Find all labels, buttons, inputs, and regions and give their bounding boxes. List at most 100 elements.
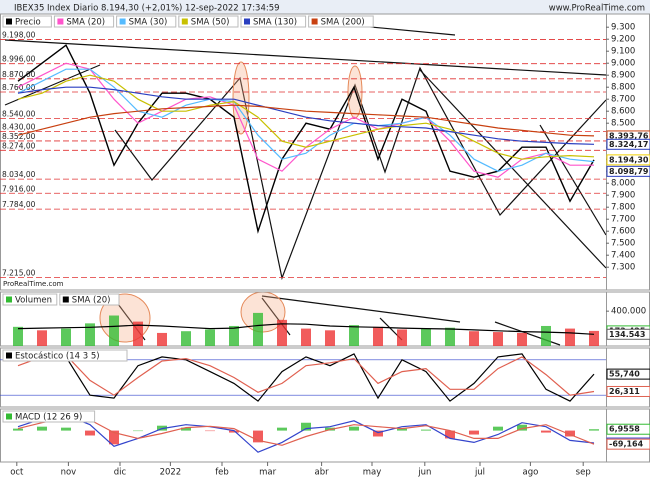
bar — [205, 329, 215, 346]
value-tag-label: 134.543 — [609, 330, 645, 339]
y-tick-label: 7.900 — [611, 191, 635, 201]
legend-swatch — [181, 18, 188, 25]
bar — [13, 326, 23, 346]
series-line — [17, 68, 595, 172]
legend-box — [178, 15, 239, 28]
bar — [373, 326, 383, 346]
series-line — [17, 354, 595, 396]
x-tick-label: mar — [259, 468, 276, 478]
bar — [13, 428, 23, 431]
x-tick-label: jul — [474, 468, 485, 478]
axis-area — [606, 408, 650, 463]
level-label: 8.540,00 — [2, 109, 36, 118]
x-tick-label: dic — [114, 468, 127, 478]
bar — [421, 328, 431, 346]
x-tick-label: jun — [417, 468, 431, 478]
y-tick-label: 7.800 — [611, 203, 635, 213]
bar — [229, 325, 239, 346]
value-tag-label: 8.324,17 — [609, 140, 648, 149]
value-tag-label: 26,311 — [609, 387, 640, 396]
y-tick-label: 9.000 — [611, 59, 635, 69]
bar — [517, 332, 527, 346]
bar — [301, 328, 311, 346]
bar — [541, 325, 551, 346]
x-tick-label: nov — [61, 468, 77, 478]
bar — [565, 430, 575, 437]
series-line — [17, 417, 595, 446]
y-tick-label: 8.700 — [611, 95, 635, 105]
legend-swatch — [62, 296, 69, 303]
bar — [517, 424, 527, 431]
bar — [133, 430, 143, 432]
legend-box — [53, 15, 115, 28]
level-label: 8.996,00 — [2, 55, 36, 64]
legend-label: SMA (130) — [253, 18, 297, 28]
legend-swatch — [57, 18, 64, 25]
y-tick-label: 9.200 — [611, 35, 635, 45]
header-bar — [0, 0, 650, 14]
legend-label: Estocástico (14 3 5) — [15, 352, 100, 362]
legend-swatch — [6, 413, 12, 420]
legend-label: SMA (20) — [72, 296, 111, 306]
bar — [421, 429, 431, 431]
y-tick-label: 7.600 — [611, 227, 635, 237]
legend-box — [2, 349, 128, 362]
level-label: 8.430,00 — [2, 123, 36, 132]
x-tick-label: may — [363, 468, 382, 478]
legend-label: SMA (50) — [191, 18, 230, 28]
y-tick-label: 8.900 — [611, 71, 635, 81]
legend-swatch — [311, 18, 318, 25]
level-label: 7.215,00 — [2, 268, 36, 277]
level-label: 8.034,00 — [2, 170, 36, 179]
y-tick-label: 400.000 — [611, 307, 646, 317]
y-tick-label: 9.100 — [611, 47, 635, 57]
bar — [157, 332, 167, 346]
legend-label: Volumen — [15, 296, 52, 306]
y-tick-label: 7.400 — [611, 251, 635, 261]
legend-label: SMA (200) — [321, 18, 365, 28]
series-line — [17, 86, 595, 145]
bar — [493, 332, 503, 346]
bar — [325, 330, 335, 346]
level-label: 8.760,00 — [2, 83, 36, 92]
value-tag — [606, 423, 650, 435]
bar — [541, 430, 551, 433]
legend-label: SMA (20) — [66, 18, 105, 28]
legend-box — [2, 15, 52, 28]
bar — [565, 328, 575, 346]
x-tick-label: sep — [576, 468, 591, 478]
series-line — [17, 353, 595, 402]
bar — [37, 330, 47, 346]
bar — [373, 430, 383, 437]
header-site: www.ProRealTime.com — [549, 4, 645, 14]
value-tag-label: 8.098,79 — [609, 167, 649, 176]
legend-box — [308, 15, 374, 28]
legend-box — [116, 15, 177, 28]
value-tag-label: 6,9558 — [609, 425, 640, 434]
legend-box — [240, 15, 307, 28]
legend-swatch — [6, 18, 12, 25]
y-tick-label: 8.500 — [611, 119, 635, 129]
bar — [109, 315, 119, 346]
bar — [253, 430, 263, 443]
bar — [181, 427, 191, 431]
level-label: 8.352,00 — [2, 132, 36, 141]
value-tag — [606, 138, 650, 150]
series-line — [17, 323, 595, 335]
y-tick-label: 7.300 — [611, 263, 635, 273]
value-tag — [606, 368, 650, 380]
bar — [181, 331, 191, 346]
legend-swatch — [6, 352, 12, 359]
legend-box — [59, 293, 120, 306]
series-line — [17, 414, 595, 453]
bar — [85, 430, 95, 436]
value-tag — [606, 154, 650, 166]
bar — [493, 426, 503, 431]
series-line — [17, 74, 595, 160]
y-tick-label: 8.800 — [611, 83, 635, 93]
bar — [445, 430, 455, 439]
y-tick-label: 7.500 — [611, 239, 635, 249]
x-tick-label: oct — [10, 468, 24, 478]
x-tick-label: abr — [315, 468, 330, 478]
